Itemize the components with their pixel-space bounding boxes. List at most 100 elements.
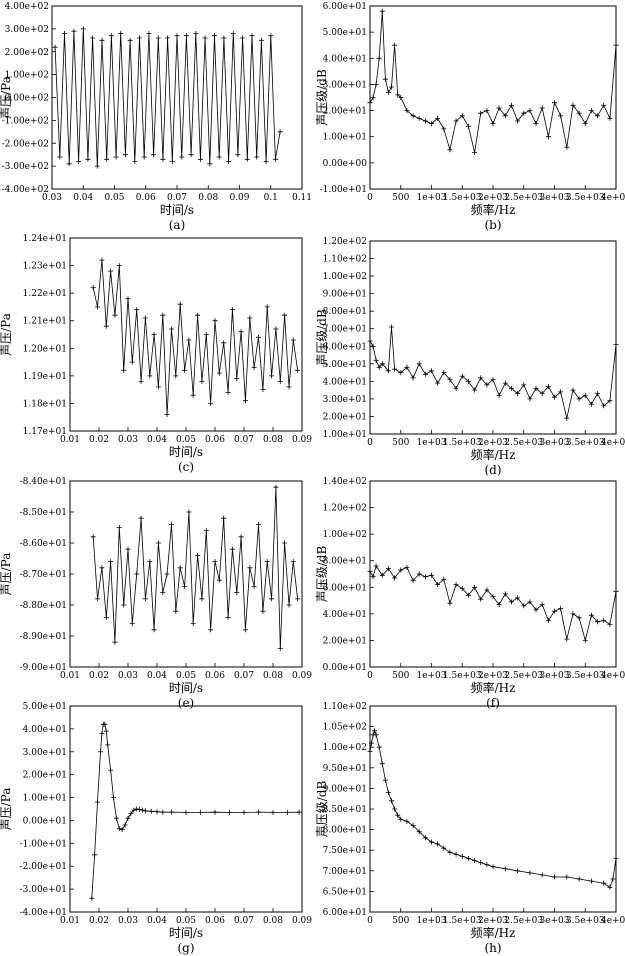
- data-point: [502, 866, 508, 872]
- data-point: [441, 126, 447, 132]
- x-tick-label: 3.5e+03: [566, 916, 605, 926]
- y-tick-label: 1.00e+01: [23, 794, 67, 804]
- y-axis-label: 声压级/dB: [315, 69, 329, 126]
- data-point: [286, 384, 292, 390]
- data-point: [376, 364, 382, 370]
- x-tick-label: 0.04: [147, 435, 167, 445]
- data-point: [478, 596, 484, 602]
- data-point: [410, 823, 416, 828]
- data-point: [545, 618, 551, 623]
- data-point: [52, 44, 58, 50]
- data-point: [119, 827, 125, 833]
- y-tick-label: 8.00e+01: [323, 826, 367, 836]
- data-point: [398, 567, 404, 573]
- data-point: [459, 373, 465, 379]
- data-point: [533, 385, 539, 391]
- data-point: [134, 806, 140, 812]
- x-tick-label: 0.06: [205, 671, 225, 681]
- data-point: [99, 565, 105, 571]
- y-axis-label: 声压/Pa: [0, 788, 13, 831]
- data-point: [177, 301, 183, 307]
- data-point: [260, 608, 266, 614]
- data-point: [269, 596, 275, 602]
- x-tick-label: 0: [367, 193, 373, 203]
- subfigure-caption: (e): [178, 696, 194, 710]
- data-point: [552, 100, 557, 106]
- data-point: [465, 378, 471, 384]
- y-tick-label: 0.00e+02: [5, 94, 49, 104]
- data-point: [392, 575, 398, 581]
- data-point: [465, 855, 471, 861]
- y-tick-label: 9.50e+01: [323, 764, 367, 774]
- x-tick-label: 0.07: [234, 435, 254, 445]
- x-tick-label: 3.5e+03: [566, 193, 605, 203]
- data-point: [66, 161, 72, 167]
- x-tick-label: 0.08: [198, 193, 218, 203]
- data-point: [102, 721, 108, 727]
- y-tick-label: -8.60e+01: [20, 539, 67, 549]
- data-point: [151, 152, 157, 158]
- y-tick-label: 1.00e+02: [5, 71, 49, 81]
- x-tick-label: 0.01: [60, 435, 80, 445]
- data-point: [57, 154, 63, 160]
- data-point: [137, 807, 143, 812]
- data-point: [142, 596, 148, 602]
- data-point: [264, 304, 270, 310]
- x-tick-label: 3.5e+03: [566, 671, 605, 681]
- x-tick-label: 2e+03: [478, 438, 508, 448]
- data-point: [564, 874, 570, 880]
- data-point: [251, 583, 257, 589]
- data-point: [197, 156, 203, 162]
- data-point: [134, 307, 140, 313]
- y-tick-label: -4.00e+01: [20, 908, 67, 918]
- data-point: [108, 268, 114, 274]
- x-tick-label: 3e+03: [539, 916, 569, 926]
- data-point: [453, 118, 459, 124]
- y-tick-label: 0.00e+01: [23, 816, 67, 826]
- y-tick-label: 3.00e+01: [23, 748, 67, 758]
- y-axis-label: 声压/Pa: [0, 313, 13, 356]
- data-point: [607, 884, 613, 890]
- y-axis-label: 声压级/dB: [315, 546, 329, 603]
- y-tick-label: -1.00e+01: [320, 185, 367, 195]
- data-point: [508, 599, 514, 605]
- x-tick-label: 3e+03: [539, 438, 569, 448]
- data-point: [183, 809, 189, 815]
- data-point: [203, 528, 209, 534]
- data-point: [515, 391, 521, 397]
- data-point: [588, 401, 594, 407]
- data-point: [539, 872, 545, 878]
- y-tick-label: 8.00e+01: [323, 557, 367, 567]
- y-tick-label: 7.00e+01: [323, 867, 367, 877]
- x-tick-label: 2e+03: [478, 193, 508, 203]
- data-point: [164, 412, 170, 417]
- data-point: [221, 340, 227, 346]
- data-point: [277, 129, 283, 135]
- data-point: [207, 161, 213, 167]
- data-point: [125, 546, 131, 552]
- series-line: [92, 260, 298, 415]
- y-tick-label: 1.21e+01: [23, 317, 67, 327]
- data-point: [127, 37, 133, 43]
- x-tick-label: 0.11: [292, 193, 312, 203]
- subfigure-caption: (h): [484, 941, 501, 955]
- data-point: [389, 798, 394, 804]
- data-point: [398, 95, 404, 100]
- data-point: [230, 31, 236, 36]
- data-point: [146, 31, 152, 36]
- data-point: [453, 851, 459, 857]
- data-point: [111, 795, 116, 801]
- data-point: [177, 565, 183, 571]
- data-point: [367, 748, 373, 754]
- data-point: [137, 35, 142, 41]
- series-line: [369, 11, 617, 153]
- data-point: [225, 614, 231, 620]
- y-tick-label: 5.00e+01: [323, 360, 367, 370]
- y-tick-label: 6.50e+01: [323, 887, 367, 897]
- data-point: [527, 396, 533, 402]
- data-point: [129, 359, 135, 365]
- data-point: [104, 156, 110, 162]
- data-point: [435, 380, 441, 386]
- data-point: [395, 812, 401, 818]
- x-tick-label: 0: [367, 916, 373, 926]
